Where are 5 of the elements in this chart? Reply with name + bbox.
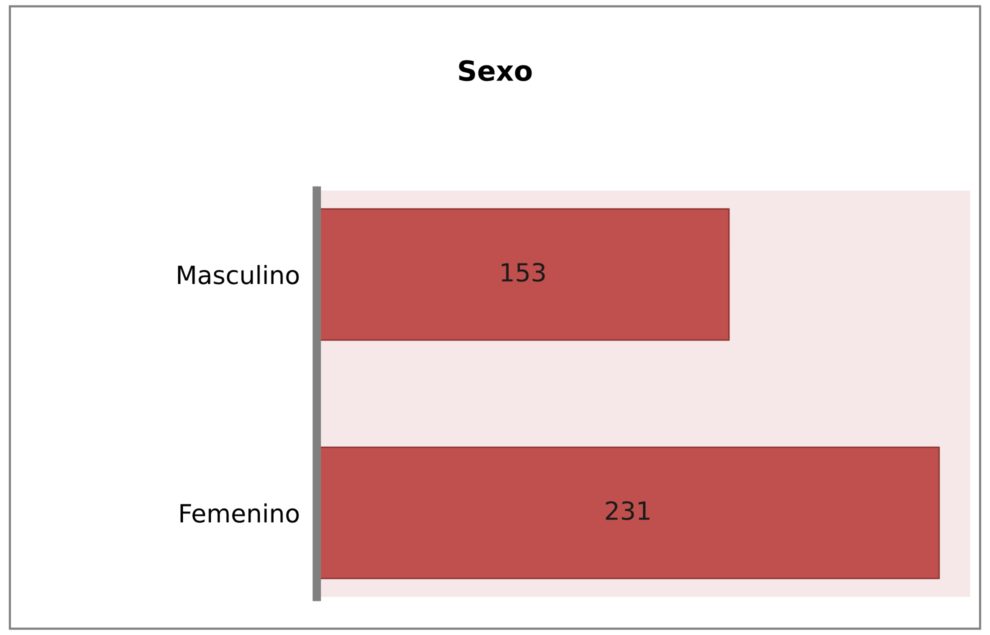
data-label: 153 [502, 262, 545, 282]
y-tick-label: Masculino [178, 265, 299, 284]
data-label: 231 [606, 501, 650, 520]
y-tick-label: Femenino [180, 503, 299, 523]
chart-title: Sexo [459, 60, 532, 82]
